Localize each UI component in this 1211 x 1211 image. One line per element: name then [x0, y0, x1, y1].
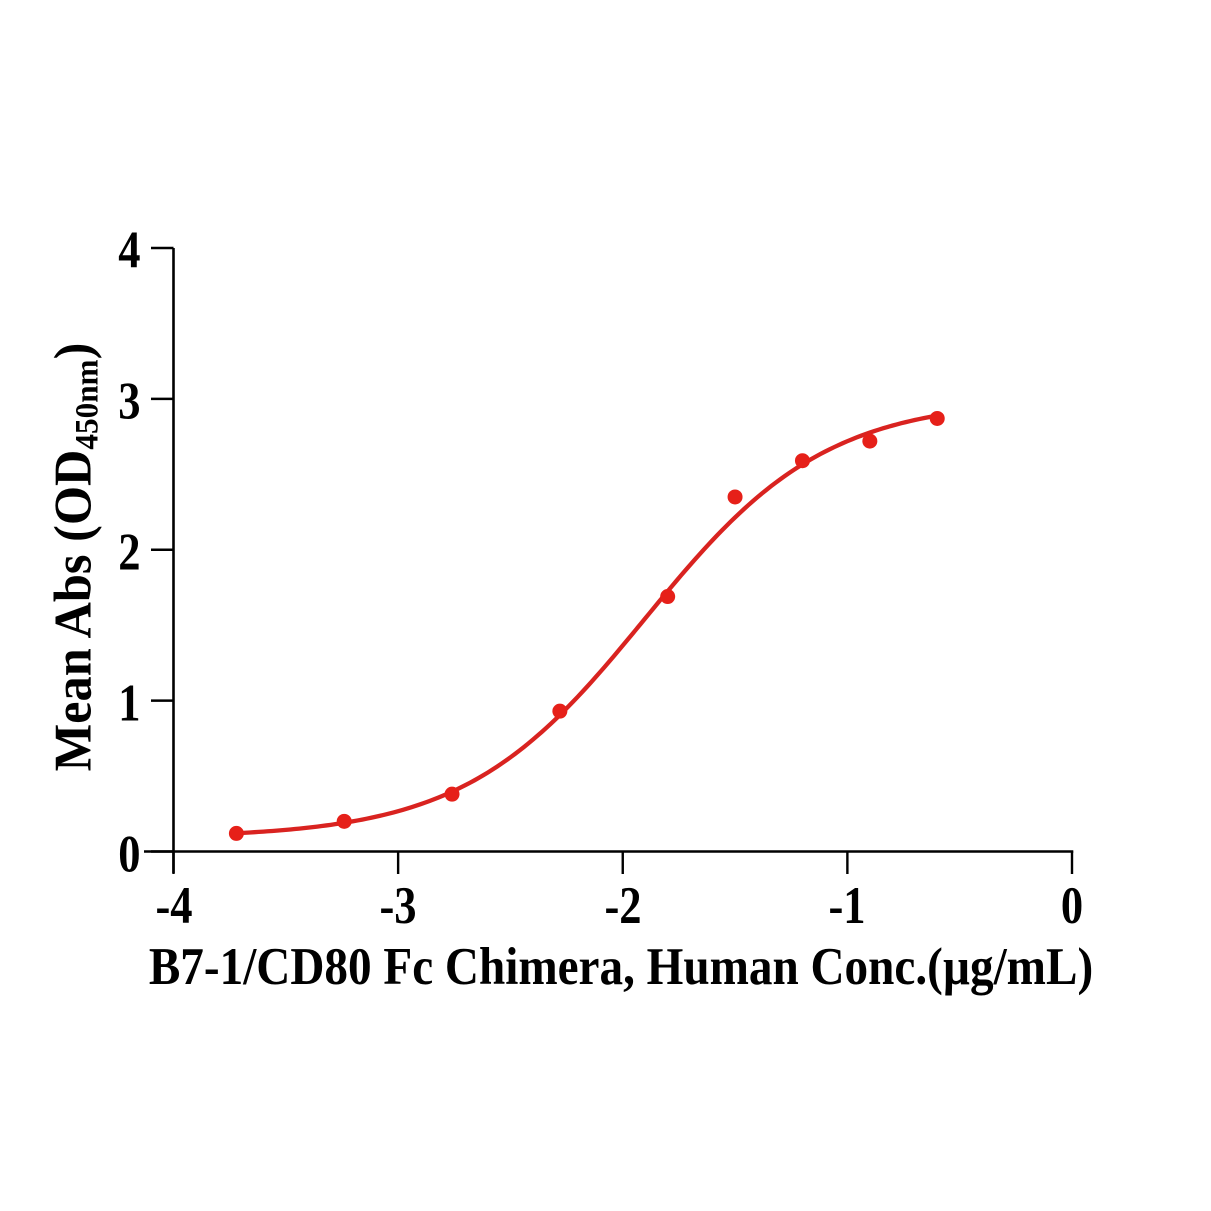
data-point: [228, 825, 244, 841]
data-point: [794, 453, 810, 469]
x-axis-title: B7-1/CD80 Fc Chimera, Human Conc.(µg/mL): [90, 938, 1151, 996]
data-point: [552, 703, 568, 719]
data-point: [336, 813, 352, 829]
fit-curve: [234, 413, 940, 836]
data-point: [444, 786, 460, 802]
y-tick-label: 4: [117, 221, 140, 280]
data-point: [660, 589, 676, 605]
y-tick-label: 2: [117, 523, 140, 582]
data-point: [929, 410, 945, 426]
x-tick-label: -4: [154, 877, 193, 935]
x-axis-title-text: B7-1/CD80 Fc Chimera, Human Conc.(µg/mL): [148, 938, 1094, 996]
x-tick-label: -1: [828, 877, 866, 935]
y-tick-label: 1: [117, 674, 140, 733]
y-tick-label: 3: [117, 372, 140, 431]
data-point: [862, 433, 878, 449]
x-tick-label: -3: [379, 877, 417, 935]
data-point: [727, 489, 743, 505]
x-tick-label: 0: [1060, 877, 1084, 935]
x-tick-label: -2: [604, 877, 642, 935]
y-tick-label: 0: [117, 825, 140, 883]
